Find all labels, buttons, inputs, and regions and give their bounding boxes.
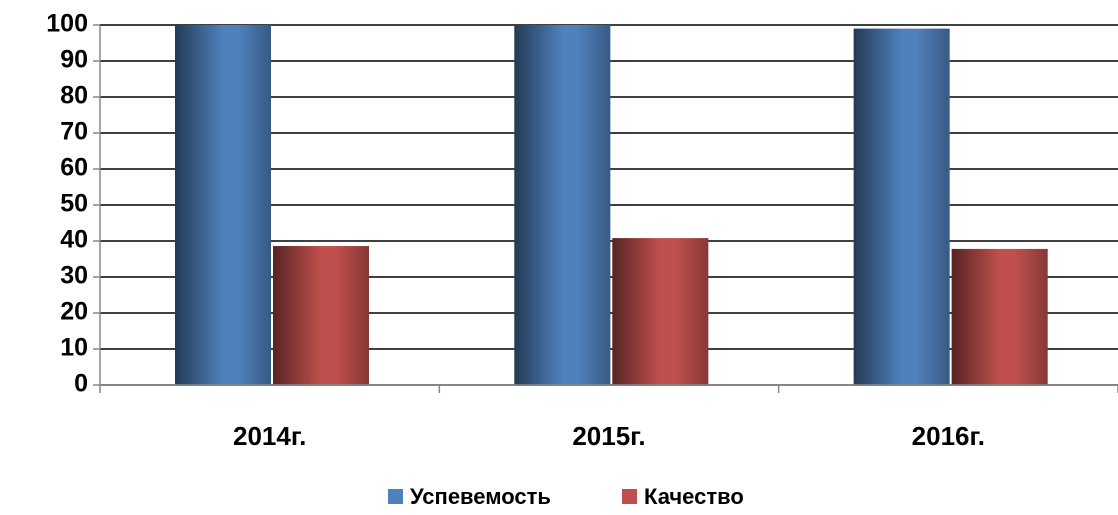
legend-label: Успевемость (410, 484, 551, 509)
x-tick-label: 2014г. (233, 421, 306, 451)
legend-swatch (388, 489, 403, 504)
y-tick-label: 20 (60, 298, 88, 326)
y-tick-label: 40 (60, 226, 88, 254)
legend-label: Качество (644, 484, 744, 509)
y-tick-label: 80 (60, 82, 88, 110)
bar-shade (514, 25, 611, 385)
y-tick-label: 100 (46, 10, 88, 38)
y-tick-label: 30 (60, 262, 88, 290)
x-tick-label: 2015г. (572, 421, 645, 451)
legend-swatch (622, 489, 637, 504)
y-tick-label: 90 (60, 46, 88, 74)
y-tick-label: 10 (60, 334, 88, 362)
y-tick-label: 60 (60, 154, 88, 182)
bar-shade (853, 28, 950, 385)
x-tick-label: 2016г. (912, 421, 985, 451)
y-tick-label: 70 (60, 118, 88, 146)
y-tick-label: 50 (60, 190, 88, 218)
bar-shade (612, 238, 709, 385)
y-tick-label: 0 (74, 370, 88, 398)
bar-shade (273, 246, 369, 385)
bar-shade (951, 248, 1048, 385)
bar-shade (175, 25, 271, 385)
